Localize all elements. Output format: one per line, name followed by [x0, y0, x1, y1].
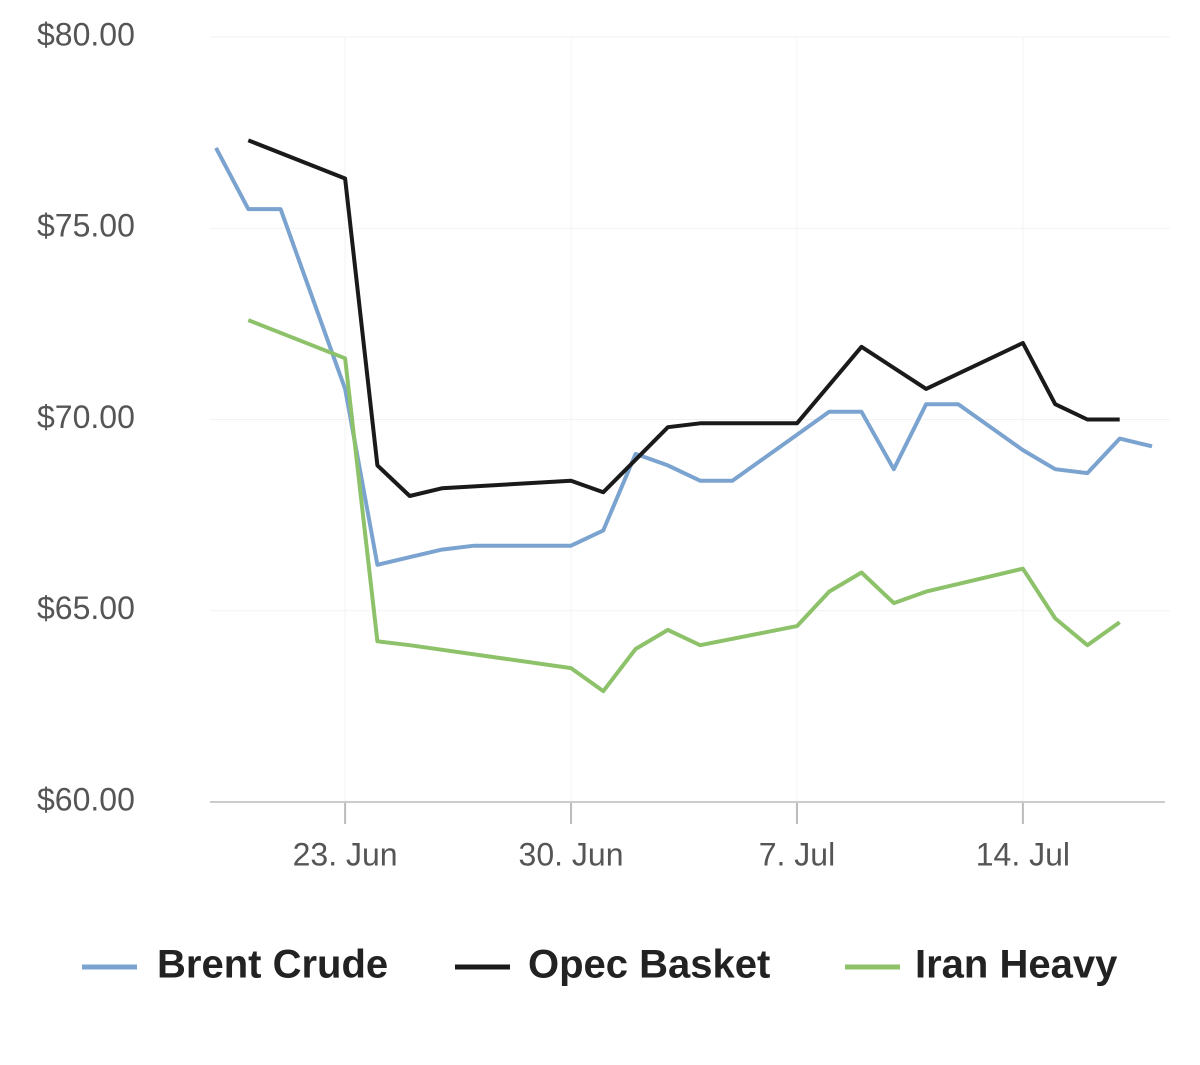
x-tick-label: 14. Jul: [976, 836, 1070, 872]
series-line: [247, 318, 1121, 694]
series-line: [214, 146, 1153, 567]
x-tick-label: 7. Jul: [759, 836, 835, 872]
x-tick-label: 23. Jun: [293, 836, 398, 872]
legend-label: Iran Heavy: [915, 943, 1118, 987]
x-tick-label: 30. Jun: [519, 836, 624, 872]
y-tick-label: $60.00: [37, 781, 135, 817]
legend-label: Brent Crude: [157, 943, 388, 987]
y-tick-label: $65.00: [37, 590, 135, 626]
series-line: [247, 138, 1120, 498]
y-tick-label: $80.00: [37, 16, 135, 52]
y-tick-label: $70.00: [37, 399, 135, 435]
y-tick-label: $75.00: [37, 208, 135, 244]
legend-label: Opec Basket: [528, 943, 770, 987]
